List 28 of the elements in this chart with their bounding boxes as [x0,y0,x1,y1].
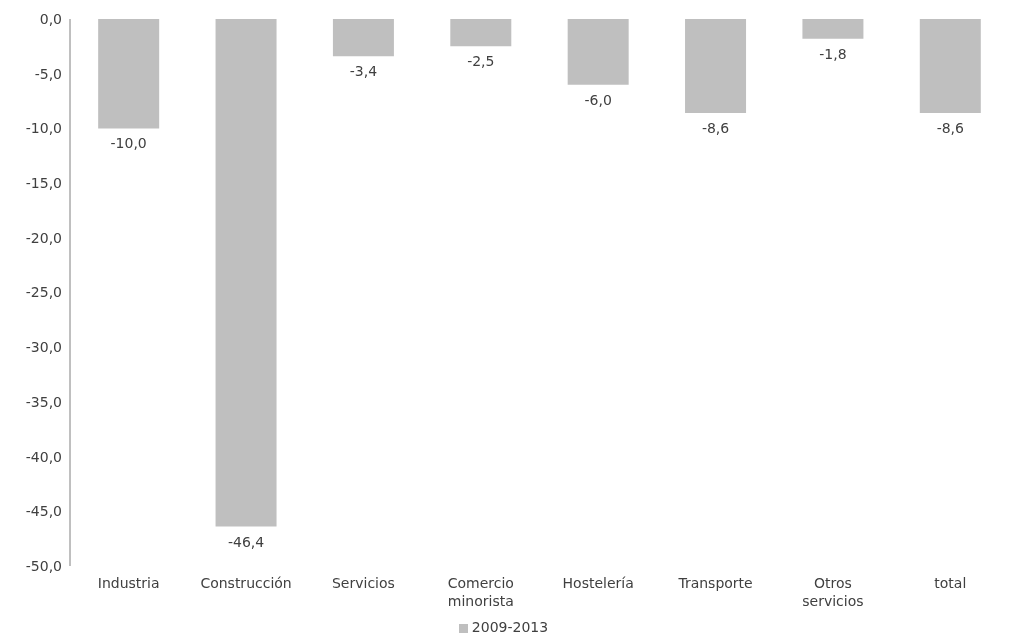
data-label: -1,8 [819,45,847,62]
data-label: -8,6 [701,120,730,137]
x-tick-label: Industria [97,575,160,591]
y-tick-label: -45,0 [25,503,62,520]
y-tick-label: -50,0 [25,557,62,574]
data-label: -6,0 [584,91,612,108]
y-tick-label: -5,0 [34,65,62,82]
x-tick-label: Hostelería [562,575,634,591]
y-tick-label: 0,0 [39,10,62,27]
data-label: -3,4 [349,63,378,80]
x-tick-label: Transporte [677,575,753,591]
y-tick-label: -20,0 [25,229,62,246]
data-label: -8,6 [936,120,965,137]
legend-label: 2009-2013 [471,619,549,635]
data-label: -46,4 [227,533,265,550]
y-tick-label: -30,0 [25,339,62,356]
y-tick-label: -15,0 [25,175,62,192]
x-tick-label: Comercio minorista [447,575,514,609]
y-tick-label: -35,0 [25,393,62,410]
data-label: -2,5 [467,53,495,70]
x-tick-label: Otros servicios [802,575,864,609]
x-tick-label: Construcción [200,575,292,591]
y-tick-label: -40,0 [25,448,62,465]
data-label: -10,0 [110,135,147,152]
y-tick-label: -10,0 [25,120,62,137]
x-tick-label: total [934,575,967,591]
x-tick-label: Servicios [331,575,395,591]
y-tick-label: -25,0 [25,284,62,301]
